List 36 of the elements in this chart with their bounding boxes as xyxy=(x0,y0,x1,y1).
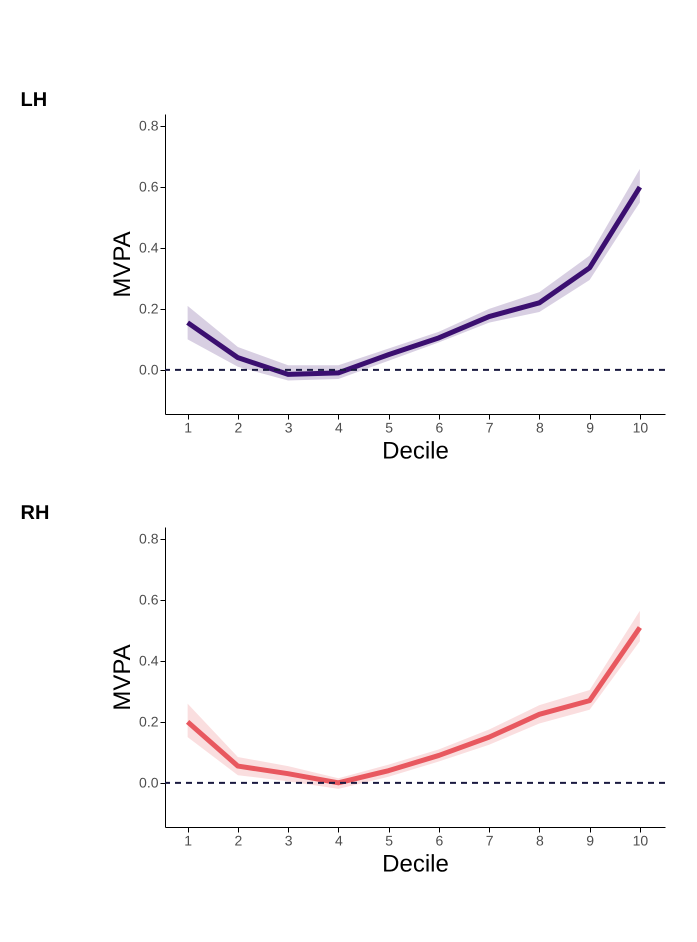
x-tick-label: 2 xyxy=(234,832,242,848)
y-tick-label: 0.4 xyxy=(139,240,159,256)
y-tick-label: 0.4 xyxy=(139,652,159,669)
x-tick-label: 3 xyxy=(284,420,293,436)
y-tick-label: 0.6 xyxy=(139,592,159,608)
x-axis-title: Decile xyxy=(382,438,449,464)
y-axis-title: MVPA xyxy=(109,644,136,711)
x-tick-label: 6 xyxy=(435,832,444,848)
x-tick-label: 7 xyxy=(486,832,494,848)
x-tick-label: 3 xyxy=(284,832,293,848)
x-tick-label: 10 xyxy=(632,420,648,436)
x-tick-label: 1 xyxy=(184,420,192,436)
x-tick-label: 4 xyxy=(334,420,343,436)
x-tick-label: 5 xyxy=(385,420,394,436)
x-tick-label: 2 xyxy=(234,420,242,436)
x-tick-label: 6 xyxy=(435,420,444,436)
chart-title: RH xyxy=(20,502,50,524)
x-tick-label: 9 xyxy=(586,832,594,848)
y-tick-label: 0.0 xyxy=(139,774,159,790)
x-tick-label: 7 xyxy=(486,420,494,436)
x-tick-label: 5 xyxy=(385,832,394,848)
x-tick-label: 10 xyxy=(632,832,648,848)
x-tick-label: 8 xyxy=(536,420,544,436)
y-tick-label: 0.2 xyxy=(139,300,159,316)
y-axis-title: MVPA xyxy=(109,231,136,298)
y-tick-label: 0.0 xyxy=(139,361,159,378)
x-axis-title: Decile xyxy=(382,850,449,878)
y-tick-label: 0.6 xyxy=(139,178,159,195)
x-tick-label: 9 xyxy=(586,420,594,436)
x-tick-label: 1 xyxy=(184,832,192,848)
chart-title: LH xyxy=(20,89,48,111)
x-tick-label: 8 xyxy=(536,832,544,848)
y-tick-label: 0.8 xyxy=(139,530,159,547)
y-tick-label: 0.8 xyxy=(139,118,159,134)
y-tick-label: 0.2 xyxy=(139,713,159,730)
x-tick-label: 4 xyxy=(334,832,343,848)
